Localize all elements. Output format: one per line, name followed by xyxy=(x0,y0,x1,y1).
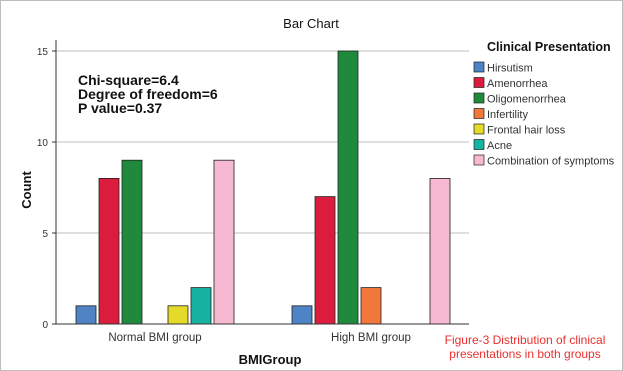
bar-amenorrhea-0 xyxy=(98,177,120,325)
bar-acne-0 xyxy=(190,287,212,325)
x-axis-label: BMIGroup xyxy=(239,352,302,367)
x-category-label: High BMI group xyxy=(331,332,411,344)
legend-swatch xyxy=(473,77,485,88)
bar-hirsutism-1 xyxy=(291,305,313,325)
y-axis-ticks: 0 5 10 15 xyxy=(37,47,56,331)
x-category-labels: Normal BMI group High BMI group xyxy=(108,332,411,344)
bar-combination-of-symptoms-1 xyxy=(429,177,451,325)
legend-swatch xyxy=(473,154,485,166)
bar-oligomenorrhea-0 xyxy=(121,159,143,325)
bar-frontal-hair-loss-0 xyxy=(167,305,189,325)
legend-swatch xyxy=(473,139,485,150)
legend-swatch xyxy=(473,108,485,119)
legend-title: Clinical Presentation xyxy=(487,40,611,54)
legend-swatch xyxy=(473,123,485,135)
bar-combination-of-symptoms-0 xyxy=(213,159,235,325)
annotation-chi-square: Chi-square=6.4 xyxy=(78,72,179,88)
legend-swatch xyxy=(473,92,485,104)
bar-amenorrhea-1 xyxy=(314,196,336,325)
annotation-degree-of-freedom: Degree of freedom=6 xyxy=(78,86,218,102)
legend-label: Infertility xyxy=(487,109,528,121)
y-tick-label: 15 xyxy=(37,47,49,58)
y-axis-label: Count xyxy=(19,171,34,209)
legend: Hirsutism Amenorrhea Oligomenorrhea Inferti… xyxy=(473,61,615,168)
x-category-label: Normal BMI group xyxy=(108,332,201,344)
bars xyxy=(75,50,451,325)
y-tick-label: 10 xyxy=(37,138,49,149)
legend-label: Oligomenorrhea xyxy=(487,94,567,106)
legend-label: Amenorrhea xyxy=(487,78,548,90)
legend-label: Combination of symptoms xyxy=(487,156,615,168)
bar-infertility-1 xyxy=(360,287,382,325)
figure-caption: Figure-3 Distribution of clinical presen… xyxy=(444,333,606,361)
legend-label: Hirsutism xyxy=(487,63,533,75)
legend-label: Acne xyxy=(487,140,512,152)
annotation-p-value: P value=0.37 xyxy=(78,100,162,116)
legend-swatch xyxy=(473,61,485,73)
chart-title: Bar Chart xyxy=(283,16,339,31)
legend-label: Frontal hair loss xyxy=(487,125,566,137)
y-tick-label: 5 xyxy=(42,229,48,240)
bar-hirsutism-0 xyxy=(75,305,97,325)
y-tick-label: 0 xyxy=(42,320,48,331)
stats-annotation: Chi-square=6.4 Degree of freedom=6 P val… xyxy=(78,72,218,116)
bar-oligomenorrhea-1 xyxy=(337,50,359,325)
